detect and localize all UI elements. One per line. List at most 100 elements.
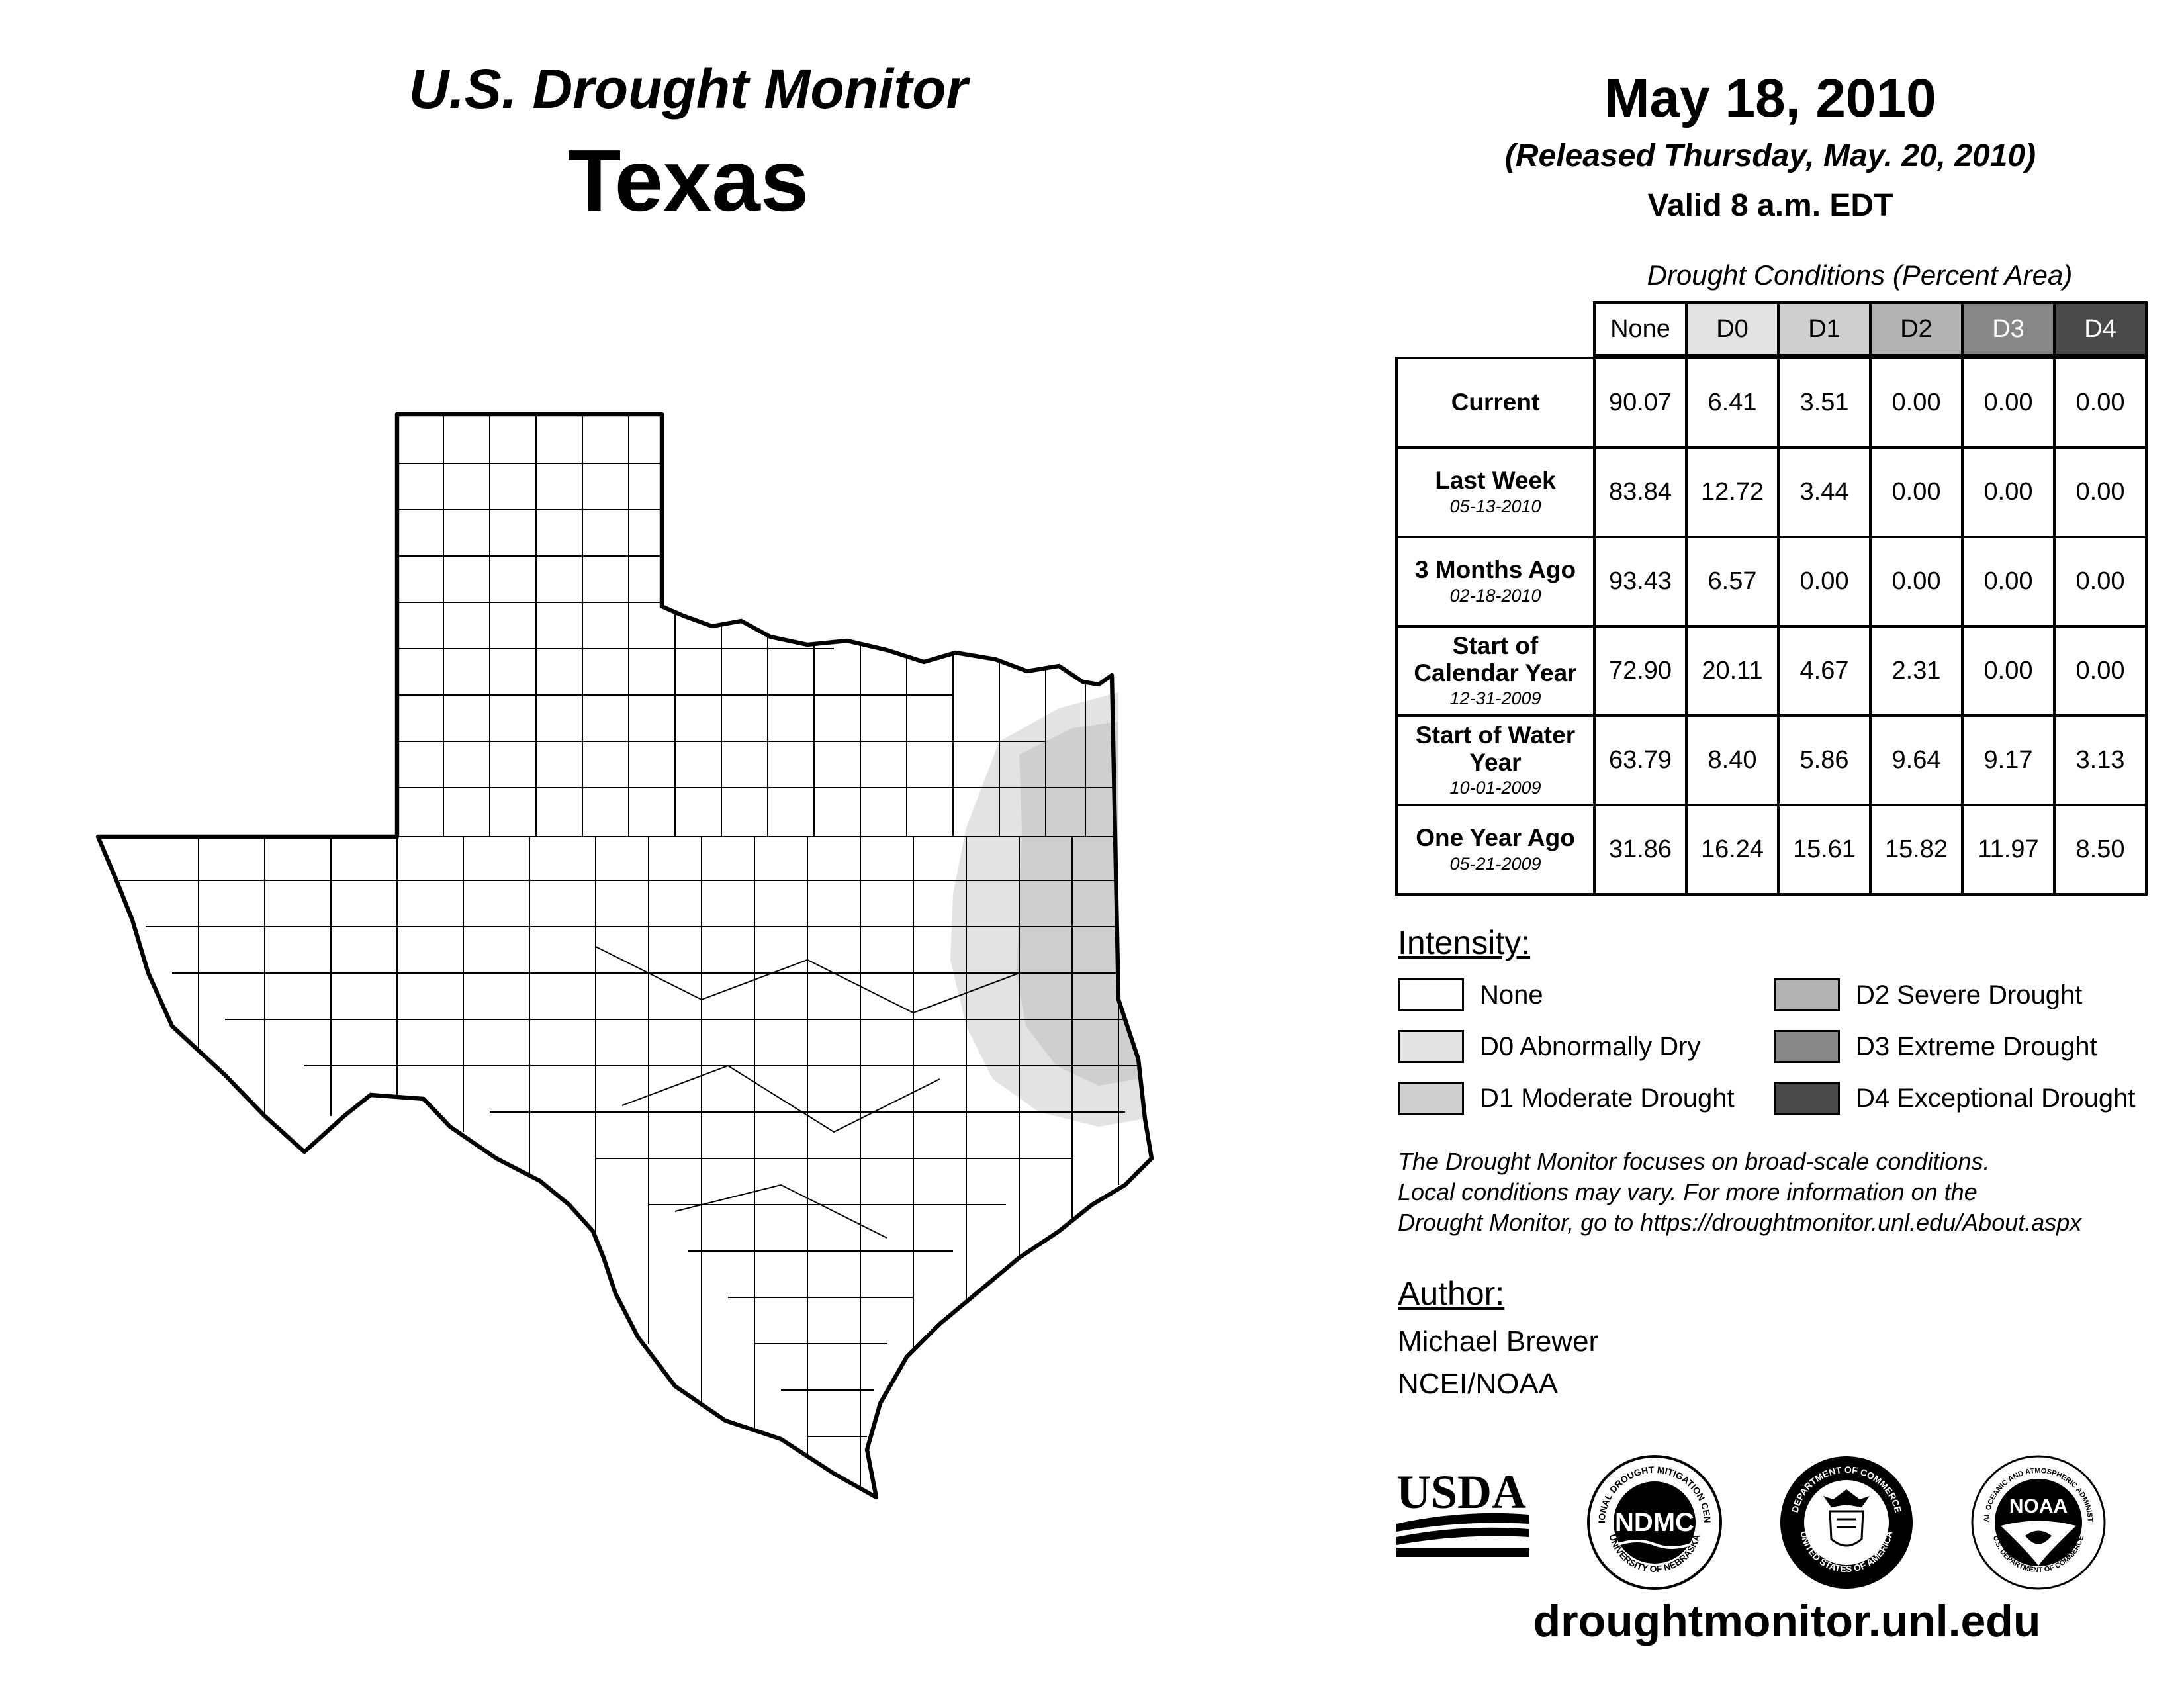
texas-map [93, 391, 1284, 1529]
texas-map-svg [95, 412, 1154, 1500]
legend-item-d4: D4 Exceptional Drought [1774, 1082, 2135, 1115]
usda-logo: USDA [1396, 1463, 1529, 1562]
legend-item-d0: D0 Abnormally Dry [1398, 1030, 1700, 1063]
ndmc-logo: NATIONAL DROUGHT MITIGATION CENTER UNIVE… [1582, 1444, 1724, 1592]
table-row: Last Week 05-13-2010 83.84 12.72 3.44 0.0… [1395, 446, 2148, 538]
legend-item-d3: D3 Extreme Drought [1774, 1030, 2097, 1063]
county-lines [119, 414, 1145, 1489]
table-cell: 3.51 [1777, 357, 1872, 449]
table-row: 3 Months Ago 02-18-2010 93.43 6.57 0.00 0… [1395, 536, 2148, 628]
noaa-logo: NATIONAL OCEANIC AND ATMOSPHERIC ADMINIS… [1966, 1447, 2108, 1592]
table-cell: 3.44 [1777, 446, 1872, 538]
table-cell: 4.67 [1777, 625, 1872, 717]
legend-swatch [1398, 978, 1464, 1011]
legend-label: None [1480, 980, 1543, 1009]
note-line: Drought Monitor, go to https://droughtmo… [1398, 1209, 2082, 1237]
table-header-row: None D0 D1 D2 D3 D4 [1396, 301, 2148, 357]
table-cell: 93.43 [1593, 536, 1688, 628]
table-cell: 0.00 [2053, 625, 2148, 717]
note-line: Local conditions may vary. For more info… [1398, 1178, 1978, 1206]
info-note: The Drought Monitor focuses on broad-sca… [1398, 1147, 2165, 1238]
table-row: Start of Calendar Year 12-31-2009 72.90 2… [1395, 625, 2148, 717]
author-org: NCEI/NOAA [1398, 1367, 1559, 1400]
release-date: (Released Thursday, May. 20, 2010) [1504, 138, 2036, 174]
map-date: May 18, 2010 [1604, 68, 1936, 128]
svg-text:NDMC: NDMC [1615, 1508, 1694, 1537]
table-cell: 31.86 [1593, 804, 1688, 896]
header-right: May 18, 2010 (Released Thursday, May. 20… [1423, 68, 2118, 224]
table-cell: 0.00 [1961, 625, 2056, 717]
table-cell: 83.84 [1593, 446, 1688, 538]
table-cell: 5.86 [1777, 714, 1872, 806]
table-cell: 20.11 [1685, 625, 1780, 717]
table-row: Start of Water Year 10-01-2009 63.79 8.40… [1395, 714, 2148, 806]
row-label: 3 Months Ago 02-18-2010 [1395, 536, 1596, 628]
table-cell: 11.97 [1961, 804, 2056, 896]
row-label: Start of Water Year 10-01-2009 [1395, 714, 1596, 806]
table-cell: 0.00 [1869, 536, 1964, 628]
table-cell: 0.00 [1869, 357, 1964, 449]
table-cell: 90.07 [1593, 357, 1688, 449]
website-url: droughtmonitor.unl.edu [1533, 1596, 2041, 1646]
map-subtitle: U.S. Drought Monitor [408, 58, 968, 120]
table-row: One Year Ago 05-21-2009 31.86 16.24 15.61… [1395, 804, 2148, 896]
table-cell: 6.41 [1685, 357, 1780, 449]
legend-label: D2 Severe Drought [1856, 980, 2083, 1009]
table-cell: 15.82 [1869, 804, 1964, 896]
table-cell: 9.17 [1961, 714, 2056, 806]
legend-swatch [1774, 1030, 1840, 1063]
legend-item-none: None [1398, 978, 1543, 1011]
legend-swatch [1398, 1082, 1464, 1115]
note-line: The Drought Monitor focuses on broad-sca… [1398, 1148, 1990, 1175]
svg-text:USDA: USDA [1396, 1466, 1526, 1519]
legend-item-d2: D2 Severe Drought [1774, 978, 2082, 1011]
table-cell: 0.00 [2053, 446, 2148, 538]
drought-conditions-table: None D0 D1 D2 D3 D4 Current 90.07 6.41 3… [1395, 301, 2148, 896]
legend-label: D4 Exceptional Drought [1856, 1083, 2136, 1113]
header-left: U.S. Drought Monitor Texas [357, 58, 1019, 235]
row-label: Last Week 05-13-2010 [1395, 446, 1596, 538]
col-header-d0: D0 [1685, 301, 1780, 357]
table-title: Drought Conditions (Percent Area) [1647, 259, 2073, 291]
table-cell: 0.00 [1777, 536, 1872, 628]
table-cell: 0.00 [1961, 536, 2056, 628]
table-corner [1396, 303, 1594, 355]
valid-time: Valid 8 a.m. EDT [1647, 188, 1893, 224]
table-cell: 0.00 [1961, 357, 2056, 449]
table-cell: 12.72 [1685, 446, 1780, 538]
legend-label: D1 Moderate Drought [1480, 1083, 1735, 1113]
intensity-title: Intensity: [1398, 924, 1531, 961]
legend-swatch [1774, 1082, 1840, 1115]
table-cell: 8.40 [1685, 714, 1780, 806]
legend-swatch [1774, 978, 1840, 1011]
doc-seal-logo: DEPARTMENT OF COMMERCE UNITED STATES OF … [1777, 1453, 1916, 1592]
svg-text:NOAA: NOAA [2009, 1495, 2068, 1517]
author-name: Michael Brewer [1398, 1325, 1599, 1358]
table-cell: 2.31 [1869, 625, 1964, 717]
table-cell: 0.00 [2053, 357, 2148, 449]
table-cell: 9.64 [1869, 714, 1964, 806]
col-header-d4: D4 [2053, 301, 2148, 357]
table-cell: 8.50 [2053, 804, 2148, 896]
table-cell: 0.00 [2053, 536, 2148, 628]
row-label: Current [1395, 357, 1596, 449]
table-cell: 3.13 [2053, 714, 2148, 806]
col-header-d2: D2 [1869, 301, 1964, 357]
state-title: Texas [567, 132, 809, 230]
table-cell: 15.61 [1777, 804, 1872, 896]
table-cell: 63.79 [1593, 714, 1688, 806]
legend-swatch [1398, 1030, 1464, 1063]
table-cell: 16.24 [1685, 804, 1780, 896]
col-header-none: None [1593, 301, 1688, 357]
table-cell: 6.57 [1685, 536, 1780, 628]
row-label: One Year Ago 05-21-2009 [1395, 804, 1596, 896]
table-cell: 0.00 [1961, 446, 2056, 538]
legend-item-d1: D1 Moderate Drought [1398, 1082, 1735, 1115]
table-cell: 0.00 [1869, 446, 1964, 538]
col-header-d1: D1 [1777, 301, 1872, 357]
author-title: Author: [1398, 1275, 1505, 1312]
legend-label: D0 Abnormally Dry [1480, 1031, 1701, 1061]
table-row: Current 90.07 6.41 3.51 0.00 0.00 0.00 [1395, 357, 2148, 449]
row-label: Start of Calendar Year 12-31-2009 [1395, 625, 1596, 717]
d1-region [1017, 722, 1138, 1086]
